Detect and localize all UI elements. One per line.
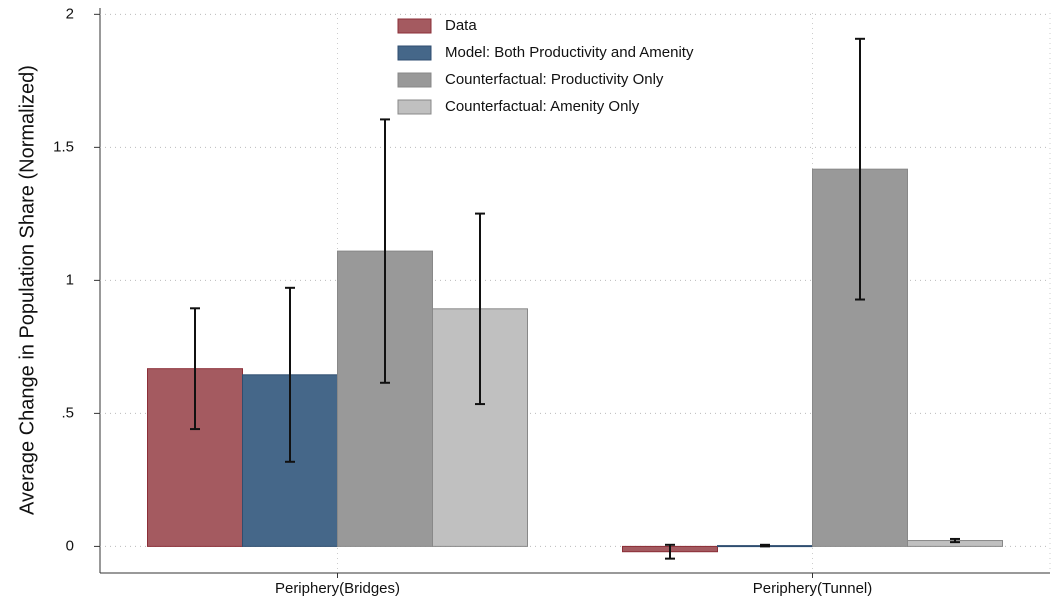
- error-bar: [665, 543, 675, 560]
- legend-swatch: [397, 99, 432, 115]
- legend-label: Counterfactual: Productivity Only: [445, 71, 664, 88]
- y-tick-label: 0: [66, 537, 74, 554]
- error-bar: [855, 37, 865, 301]
- error-bar: [475, 212, 485, 406]
- error-bar: [190, 307, 200, 431]
- error-bar: [380, 118, 390, 384]
- x-tick-label: Periphery(Bridges): [275, 580, 400, 597]
- legend-label: Data: [445, 17, 477, 34]
- y-axis-title: Average Change in Population Share (Norm…: [16, 65, 38, 515]
- x-tick-label: Periphery(Tunnel): [753, 580, 873, 597]
- legend-swatch: [397, 45, 432, 61]
- legend-swatch: [397, 72, 432, 88]
- y-tick-label: 1.5: [53, 138, 74, 155]
- legend-swatch: [397, 18, 432, 34]
- y-tick-label: 1: [66, 271, 74, 288]
- y-tick-label: 2: [66, 5, 74, 22]
- error-bar: [950, 537, 960, 544]
- legend-label: Model: Both Productivity and Amenity: [445, 44, 694, 61]
- error-bar: [285, 286, 295, 463]
- y-tick-label: .5: [61, 404, 74, 421]
- error-bar: [760, 543, 770, 548]
- legend-label: Counterfactual: Amenity Only: [445, 98, 640, 115]
